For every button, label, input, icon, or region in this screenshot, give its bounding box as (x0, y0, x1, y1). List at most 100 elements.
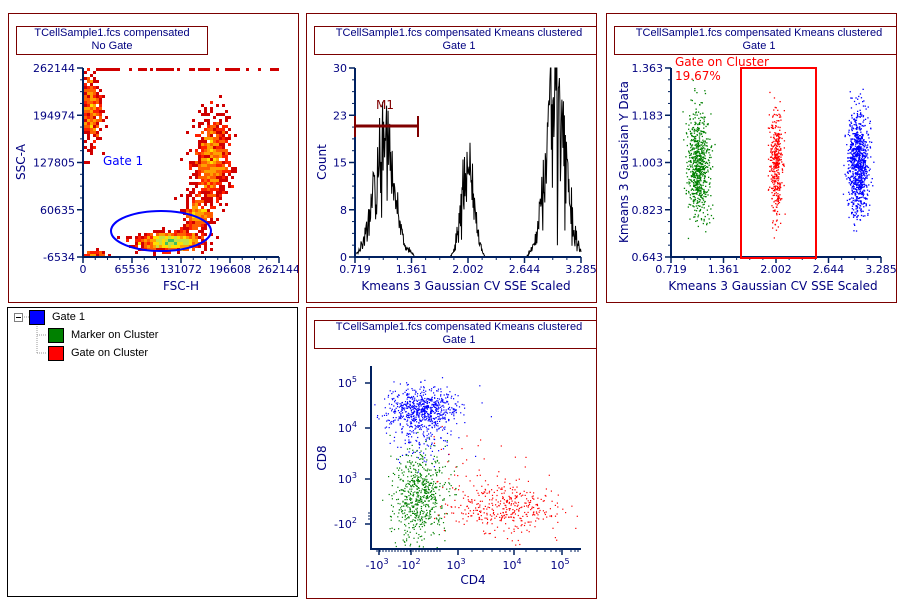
density-cell (186, 236, 189, 239)
data-point (409, 430, 411, 432)
tree-node-marker-on-cluster[interactable]: Marker on Cluster (48, 327, 158, 343)
data-point (425, 438, 427, 441)
data-point (773, 167, 775, 169)
data-point (702, 142, 704, 144)
gate-1-ellipse[interactable] (110, 210, 212, 252)
data-point (698, 181, 700, 183)
data-point (409, 497, 411, 499)
data-point (698, 174, 700, 176)
density-cell (99, 89, 102, 92)
density-cell (216, 131, 219, 134)
data-point (477, 506, 480, 509)
density-cell (84, 101, 87, 104)
data-point (416, 449, 418, 452)
density-cell (174, 245, 177, 248)
density-cell (207, 215, 210, 218)
x-tick-label: 0.719 (655, 263, 687, 276)
density-cell (222, 161, 225, 164)
density-cell (168, 233, 171, 236)
data-point (430, 416, 432, 418)
data-point (864, 149, 866, 151)
data-point (698, 186, 700, 188)
data-point (522, 494, 524, 496)
density-cell (162, 248, 165, 251)
data-point (435, 517, 437, 519)
data-point (434, 423, 437, 425)
data-point (779, 199, 782, 201)
density-plot[interactable]: 0 65536 131072 196608 2621442621441949741278… (9, 14, 299, 303)
data-point (550, 515, 553, 517)
cd4-cd8-plot-panel[interactable]: TCellSample1.fcs compensated Kmeans clus… (306, 307, 597, 599)
data-point (533, 511, 535, 513)
data-point (867, 194, 869, 196)
data-point (689, 194, 692, 196)
data-point (862, 159, 864, 161)
data-point (444, 428, 446, 430)
data-point (399, 423, 401, 425)
density-cell (213, 182, 216, 185)
data-point (462, 462, 464, 465)
density-cell (222, 155, 225, 158)
data-point (700, 152, 702, 155)
kmeans-scatter-panel[interactable]: TCellSample1.fcs compensated Kmeans clus… (606, 13, 897, 303)
density-cell (210, 143, 213, 146)
data-point (771, 124, 774, 127)
density-cell (174, 233, 177, 236)
data-point (864, 215, 866, 217)
gate-on-cluster-rect[interactable] (740, 67, 817, 259)
data-point (697, 177, 700, 179)
data-point (855, 125, 858, 127)
gate-hierarchy-tree[interactable]: Gate 1 Marker on Cluster Gate on Cluster (7, 307, 298, 597)
data-point (417, 403, 419, 405)
density-cell (90, 119, 93, 122)
data-point (860, 178, 862, 180)
data-point (419, 409, 421, 411)
data-point (409, 408, 412, 410)
density-cell (102, 68, 105, 71)
data-point (853, 191, 855, 193)
data-point (505, 500, 507, 502)
kmeans-histogram-panel[interactable]: TCellSample1.fcs compensated Kmeans clus… (306, 13, 597, 303)
data-point (418, 415, 420, 417)
data-point (391, 495, 393, 497)
data-point (773, 162, 775, 164)
data-point (411, 501, 413, 503)
data-point (424, 521, 426, 523)
data-point (692, 199, 695, 201)
data-point (416, 440, 418, 442)
density-cell (93, 80, 96, 83)
data-point (396, 467, 398, 469)
data-point (426, 403, 428, 405)
m1-marker[interactable] (354, 116, 419, 137)
data-point (421, 488, 423, 490)
data-point (866, 165, 868, 167)
density-cell (258, 68, 261, 71)
tree-node-gate-1[interactable]: Gate 1 (14, 309, 85, 325)
gate-on-cluster-label[interactable]: Gate on Cluster (675, 55, 769, 69)
tree-node-gate-on-cluster[interactable]: Gate on Cluster (48, 345, 148, 361)
gate-1-label[interactable]: Gate 1 (103, 154, 143, 168)
data-point (865, 198, 867, 200)
scatter-plot[interactable]: 0.719 1.361 2.002 2.644 3.2851.3631.1831.003… (607, 14, 897, 303)
data-point (698, 138, 701, 140)
density-cell (195, 200, 198, 203)
fsc-ssc-plot-panel[interactable]: TCellSample1.fcs compensated No Gate 0 65… (8, 13, 299, 303)
data-point (694, 200, 696, 202)
density-cell (225, 125, 228, 128)
collapse-icon[interactable] (14, 312, 23, 322)
data-point (692, 193, 694, 195)
data-point (422, 484, 424, 486)
data-point (426, 509, 428, 511)
data-point (769, 156, 772, 158)
density-cell (93, 110, 96, 113)
density-cell (96, 107, 99, 110)
m1-marker-label[interactable]: M1 (376, 98, 394, 112)
data-point (390, 455, 392, 457)
gate-on-cluster-percent: 19.67% (675, 69, 721, 83)
data-point (778, 182, 780, 185)
data-point (441, 517, 443, 520)
data-point (778, 158, 781, 160)
data-point (776, 185, 778, 188)
